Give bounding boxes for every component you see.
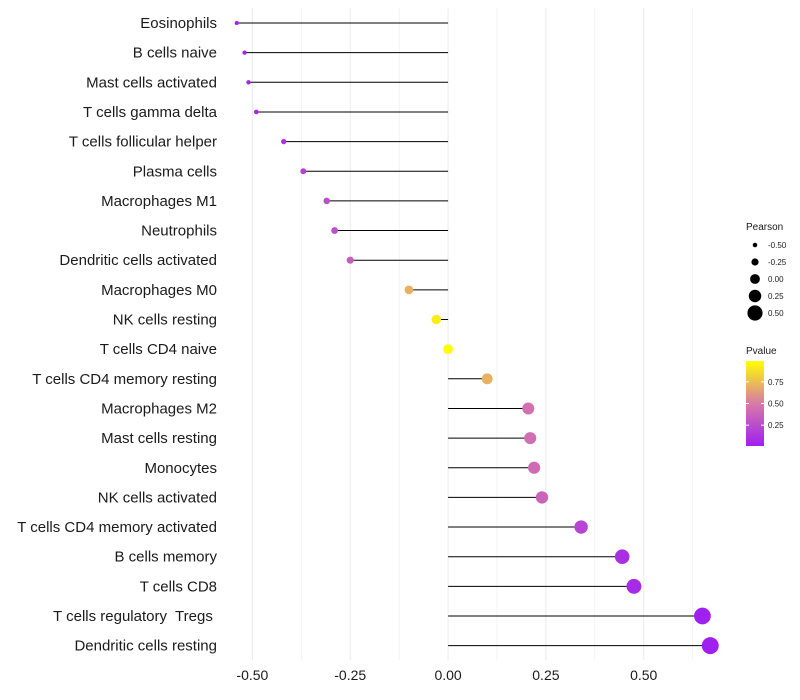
size-legend-label: 0.25	[768, 292, 784, 301]
size-legend-key	[750, 274, 760, 284]
lollipop-point	[431, 314, 442, 325]
lollipop-point	[331, 227, 338, 234]
lollipop-point	[701, 637, 719, 655]
size-legend-label: 0.00	[768, 275, 784, 284]
lollipop-point	[574, 520, 588, 534]
lollipop-point	[626, 578, 642, 594]
lollipop-point	[234, 20, 239, 26]
x-tick-label: -0.50	[236, 667, 268, 683]
size-legend-key	[748, 289, 762, 303]
category-label: T cells follicular helper	[69, 134, 217, 151]
x-tick-label: -0.25	[334, 667, 366, 683]
category-label: NK cells resting	[113, 312, 217, 329]
category-label: Dendritic cells resting	[74, 638, 217, 655]
category-label: Eosinophils	[140, 15, 217, 32]
size-legend-key	[751, 258, 759, 266]
category-label: Macrophages M0	[101, 282, 217, 299]
size-legend-title: Pearson	[746, 222, 783, 233]
lollipop-point	[300, 168, 307, 175]
x-tick-label: 0.50	[630, 667, 657, 683]
lollipop-point	[524, 432, 537, 445]
lollipop-point	[246, 80, 251, 85]
category-label: Mast cells activated	[86, 74, 217, 91]
lollipop-point	[528, 461, 541, 474]
lollipop-point	[522, 402, 535, 415]
category-label: B cells naive	[133, 45, 217, 62]
category-label: T cells regulatory Tregs	[53, 608, 217, 625]
category-label: Macrophages M1	[101, 193, 217, 210]
category-label: B cells memory	[114, 549, 217, 566]
size-legend-key	[752, 242, 758, 248]
size-legend-label: -0.25	[768, 258, 787, 267]
category-label: Dendritic cells activated	[59, 252, 217, 269]
lollipop-point	[694, 607, 711, 625]
lollipop-point	[242, 50, 247, 55]
size-legend-label: 0.50	[768, 309, 784, 318]
lollipop-point	[614, 549, 630, 564]
size-legend-label: -0.50	[768, 241, 787, 250]
lollipop-point	[443, 344, 453, 355]
lollipop-point	[281, 138, 287, 145]
color-legend-label: 0.50	[768, 400, 784, 409]
category-label: T cells CD4 memory resting	[32, 371, 217, 388]
category-label: T cells gamma delta	[83, 104, 218, 121]
category-label: Mast cells resting	[101, 430, 217, 447]
category-label: Monocytes	[144, 460, 217, 477]
color-legend-bar	[746, 361, 764, 446]
lollipop-point	[535, 491, 549, 504]
lollipop-point	[481, 373, 493, 385]
lollipop-point	[404, 285, 414, 295]
category-label: NK cells activated	[98, 489, 217, 506]
x-tick-label: 0.25	[532, 667, 559, 683]
category-label: T cells CD4 memory activated	[17, 519, 217, 536]
category-label: T cells CD4 naive	[100, 341, 217, 358]
color-legend-label: 0.75	[768, 378, 784, 387]
color-legend-label: 0.25	[768, 421, 784, 430]
lollipop-point	[346, 256, 354, 264]
category-label: Macrophages M2	[101, 400, 217, 417]
color-legend-title: Pvalue	[746, 346, 777, 357]
lollipop-point	[323, 197, 331, 205]
lollipop-point	[253, 109, 259, 115]
category-label: Neutrophils	[141, 223, 217, 240]
size-legend-key	[747, 305, 763, 321]
category-label: Plasma cells	[133, 163, 217, 180]
category-label: T cells CD8	[140, 578, 217, 595]
x-tick-label: 0.00	[434, 667, 461, 683]
